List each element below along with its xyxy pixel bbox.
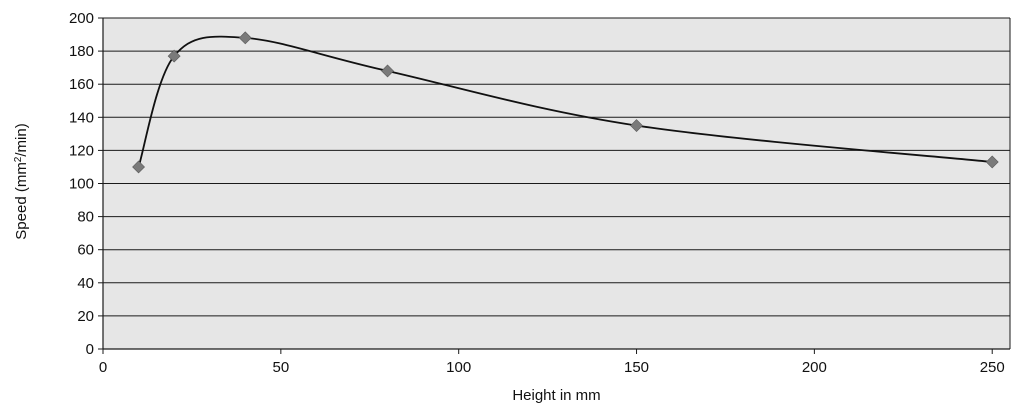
data-point [167,49,181,63]
y-tick-label: 100 [69,176,94,193]
y-axis-title-superscript: 2 [13,156,24,162]
y-tick-label: 160 [69,76,94,93]
y-tick-label: 200 [69,10,94,27]
x-tick-label: 0 [99,359,107,376]
x-tick-label: 200 [802,359,827,376]
y-tick-label: 20 [77,308,94,325]
y-axis-title-suffix: /min) [13,123,30,156]
data-point [238,31,252,45]
y-axis-ticks: 0 20 40 60 80 100 120 140 160 180 200 [69,10,103,358]
x-tick-label: 250 [980,359,1005,376]
x-tick-label: 100 [446,359,471,376]
grid-lines [103,17,1010,317]
data-markers [132,31,999,174]
data-point [630,119,643,132]
x-tick-label: 150 [624,359,649,376]
y-tick-label: 60 [77,242,94,259]
y-tick-label: 80 [77,209,94,226]
data-point [132,160,145,174]
y-tick-label: 120 [69,142,94,159]
data-point [381,64,394,78]
x-tick-label: 50 [272,359,289,376]
y-tick-label: 180 [69,43,94,60]
y-tick-label: 0 [86,341,94,358]
y-axis-title-prefix: Speed (mm [13,162,30,240]
data-point [985,155,999,169]
y-axis-title: Speed (mm2/min) [13,123,31,239]
x-axis-title: Height in mm [512,387,600,404]
x-axis-ticks: 0 50 100 150 200 250 [99,349,1005,376]
y-tick-label: 140 [69,109,94,126]
y-tick-label: 40 [77,275,94,292]
